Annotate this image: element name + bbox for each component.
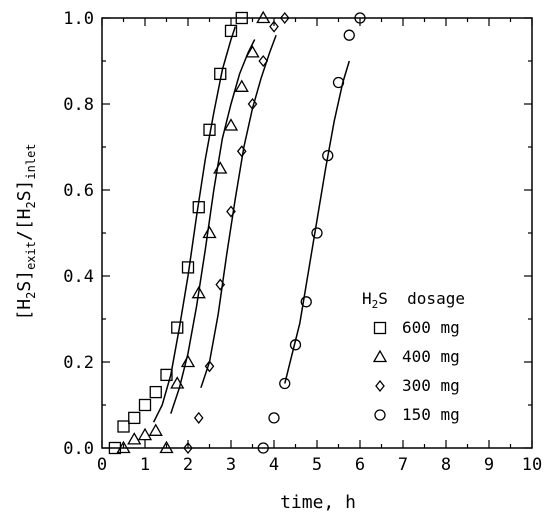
x-tick-label: 4 bbox=[269, 455, 279, 475]
data-point-triangle bbox=[116, 440, 131, 454]
data-point-triangle bbox=[191, 285, 206, 299]
data-point-triangle bbox=[159, 440, 174, 454]
data-point-circle bbox=[279, 377, 291, 390]
x-tick-label: 9 bbox=[484, 455, 494, 475]
x-tick-label: 1 bbox=[140, 455, 150, 475]
data-point-square bbox=[128, 411, 141, 425]
legend-label: 150 mg bbox=[402, 405, 460, 424]
data-point-circle bbox=[300, 296, 312, 308]
data-point-triangle bbox=[213, 161, 228, 174]
data-point-diamond bbox=[236, 145, 247, 158]
y-title-sub: inlet bbox=[24, 143, 38, 179]
data-point-triangle bbox=[137, 427, 153, 441]
data-point-square bbox=[214, 67, 227, 81]
data-point-triangle bbox=[245, 45, 260, 58]
data-point-diamond bbox=[226, 205, 236, 218]
data-point-square bbox=[160, 368, 173, 382]
data-point-triangle bbox=[148, 423, 163, 436]
legend-items: 600 mg 400 mg 300 mg 150 mg bbox=[372, 318, 460, 424]
x-axis-title: time, h bbox=[280, 492, 356, 513]
y-axis-title: [H2S]exit/[H2S]inlet bbox=[14, 143, 38, 320]
fit-curve-circle bbox=[284, 60, 351, 384]
data-point-circle bbox=[311, 227, 323, 239]
legend-title-part: S dosage bbox=[378, 289, 465, 308]
data-point-square bbox=[192, 201, 205, 214]
data-point-triangle bbox=[170, 376, 185, 389]
x-tick-label: 0 bbox=[97, 455, 107, 475]
data-point-square bbox=[117, 420, 130, 433]
data-point-diamond bbox=[279, 11, 290, 25]
y-title-part: S] bbox=[14, 270, 35, 292]
x-tick-label: 3 bbox=[226, 455, 236, 475]
fit-curves bbox=[152, 26, 351, 423]
data-markers bbox=[108, 10, 366, 455]
y-tick-label: 1.0 bbox=[63, 9, 94, 29]
y-title-part: S] bbox=[14, 180, 35, 202]
legend-marker-diamond bbox=[375, 379, 385, 393]
x-tick-label: 2 bbox=[183, 455, 193, 475]
data-point-circle bbox=[268, 412, 280, 424]
data-point-diamond bbox=[258, 54, 269, 68]
legend-marker-square bbox=[373, 321, 387, 335]
data-point-diamond bbox=[204, 360, 215, 373]
data-point-diamond bbox=[215, 278, 226, 291]
data-point-circle bbox=[343, 29, 355, 41]
data-point-square bbox=[171, 321, 184, 334]
data-point-square bbox=[235, 11, 248, 25]
data-point-diamond bbox=[247, 97, 258, 111]
legend-title-part: H bbox=[362, 289, 372, 308]
data-point-square bbox=[138, 398, 152, 412]
y-tick-label: 0.0 bbox=[63, 439, 94, 459]
x-tick-label: 8 bbox=[441, 455, 451, 475]
y-tick-label: 0.2 bbox=[63, 353, 94, 373]
legend-title-sub: 2 bbox=[372, 298, 379, 311]
fit-curve-diamond bbox=[200, 34, 277, 389]
data-point-diamond bbox=[183, 441, 193, 455]
data-point-circle bbox=[332, 76, 345, 89]
data-point-triangle bbox=[234, 79, 249, 92]
data-point-triangle bbox=[256, 10, 271, 24]
data-point-circle bbox=[322, 149, 334, 162]
data-point-square bbox=[203, 123, 216, 136]
data-point-triangle bbox=[223, 118, 239, 131]
legend: H2S dosage 600 mg 400 mg 300 mg 150 mg bbox=[362, 289, 465, 424]
fit-curve-triangle bbox=[170, 39, 256, 414]
x-tick-label: 6 bbox=[355, 455, 365, 475]
data-point-square bbox=[149, 385, 162, 399]
x-tick-label: 10 bbox=[522, 455, 542, 475]
y-title-part: [H bbox=[14, 299, 35, 321]
y-tick-label: 0.6 bbox=[63, 181, 94, 201]
legend-marker-circle bbox=[374, 409, 386, 421]
legend-label: 300 mg bbox=[402, 376, 460, 395]
data-point-square bbox=[224, 24, 238, 38]
y-tick-label: 0.4 bbox=[63, 267, 94, 287]
data-point-diamond bbox=[269, 20, 279, 33]
y-title-sub: exit bbox=[24, 241, 38, 270]
plot-frame bbox=[101, 17, 533, 449]
fit-curve-square bbox=[152, 26, 237, 423]
data-point-triangle bbox=[180, 354, 196, 368]
y-title-part: /[H bbox=[14, 209, 35, 242]
legend-title: H2S dosage bbox=[362, 289, 465, 311]
data-point-square bbox=[181, 261, 195, 274]
data-point-circle bbox=[354, 12, 366, 24]
legend-marker-triangle bbox=[372, 349, 388, 363]
x-tick-label: 7 bbox=[398, 455, 408, 475]
legend-label: 600 mg bbox=[402, 318, 460, 337]
data-point-circle bbox=[257, 442, 269, 454]
data-point-circle bbox=[289, 339, 302, 351]
data-point-triangle bbox=[127, 432, 142, 445]
axes: 0 1 2 3 4 5 6 7 8 9 10 0.0 0.2 0.4 0.6 0.8 1.0 bbox=[63, 9, 542, 475]
data-point-diamond bbox=[193, 411, 204, 424]
y-tick-label: 0.8 bbox=[63, 95, 94, 115]
y-title-sub: 2 bbox=[24, 292, 38, 299]
x-tick-label: 5 bbox=[312, 455, 322, 475]
data-point-triangle bbox=[202, 225, 217, 239]
legend-label: 400 mg bbox=[402, 347, 460, 366]
y-title-sub: 2 bbox=[24, 201, 38, 208]
